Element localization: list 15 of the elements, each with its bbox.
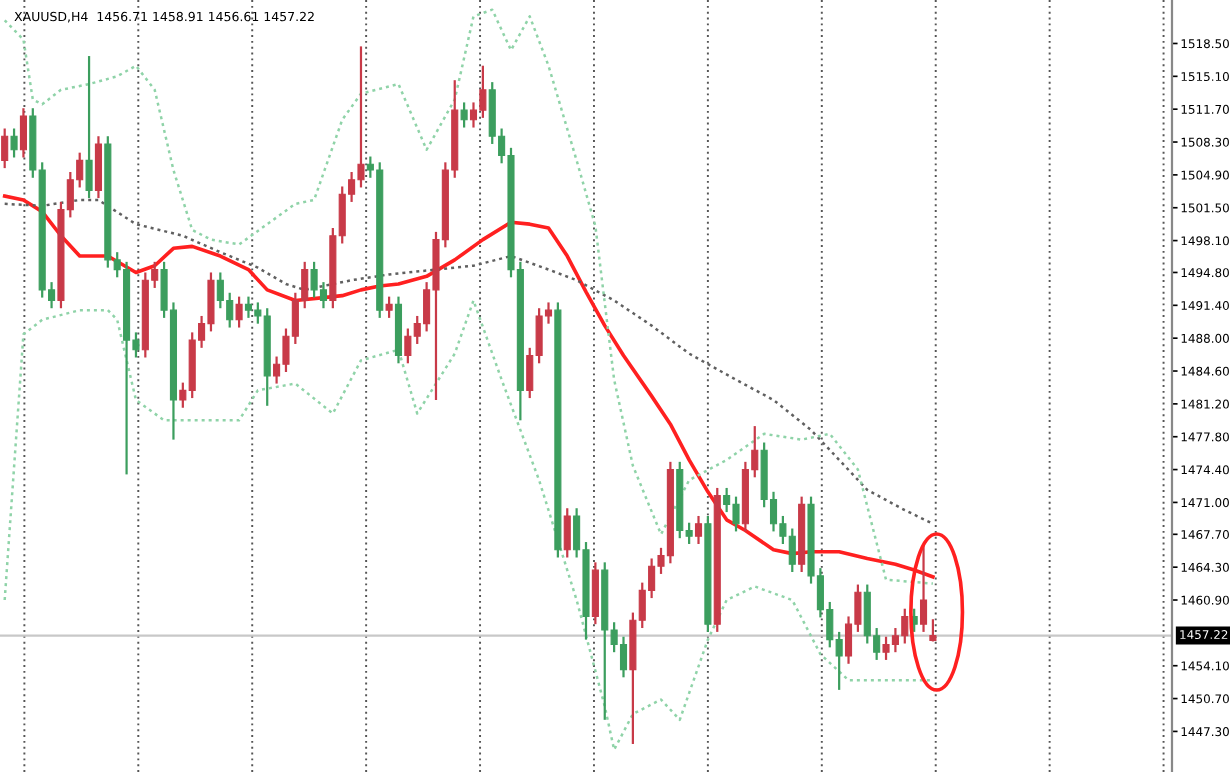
candlestick — [694, 514, 703, 546]
line-series — [3, 299, 935, 752]
candlestick — [460, 101, 468, 129]
candlestick — [10, 127, 18, 159]
candlestick — [19, 107, 27, 159]
candlestick — [563, 507, 571, 559]
candlestick — [94, 135, 103, 200]
candlestick — [385, 295, 393, 319]
candlestick — [1, 127, 9, 170]
candlestick — [591, 561, 599, 626]
candlestick — [235, 295, 243, 329]
candlestick — [919, 542, 928, 634]
candlestick — [85, 54, 93, 200]
candlestick — [244, 295, 253, 319]
line-series — [3, 8, 935, 585]
